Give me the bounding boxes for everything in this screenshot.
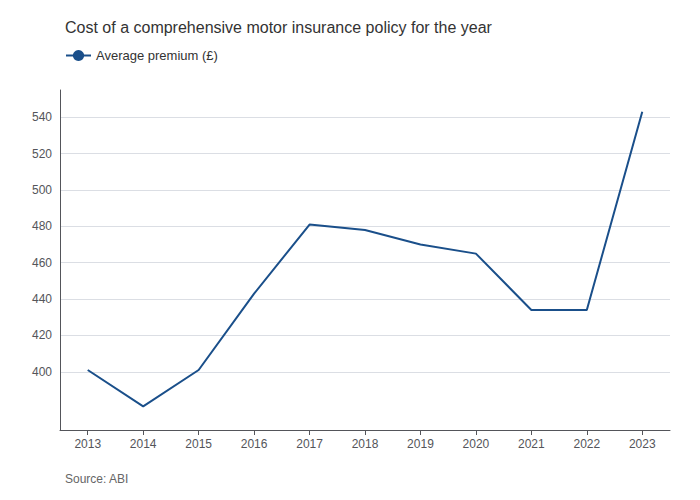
svg-text:480: 480 — [32, 219, 52, 233]
svg-text:400: 400 — [32, 365, 52, 379]
svg-text:2019: 2019 — [407, 437, 434, 451]
svg-text:2015: 2015 — [185, 437, 212, 451]
svg-text:460: 460 — [32, 256, 52, 270]
svg-text:2020: 2020 — [463, 437, 490, 451]
svg-text:2022: 2022 — [573, 437, 600, 451]
svg-text:Average premium (£): Average premium (£) — [96, 48, 218, 63]
svg-text:2018: 2018 — [352, 437, 379, 451]
svg-text:420: 420 — [32, 328, 52, 342]
svg-text:520: 520 — [32, 147, 52, 161]
svg-text:Cost of a comprehensive motor: Cost of a comprehensive motor insurance … — [65, 19, 493, 36]
svg-text:2016: 2016 — [241, 437, 268, 451]
svg-text:440: 440 — [32, 292, 52, 306]
svg-text:2013: 2013 — [74, 437, 101, 451]
svg-text:2021: 2021 — [518, 437, 545, 451]
svg-text:Source: ABI: Source: ABI — [65, 472, 128, 486]
svg-text:500: 500 — [32, 183, 52, 197]
svg-text:2023: 2023 — [629, 437, 656, 451]
svg-text:540: 540 — [32, 110, 52, 124]
svg-text:2014: 2014 — [130, 437, 157, 451]
svg-text:2017: 2017 — [296, 437, 323, 451]
